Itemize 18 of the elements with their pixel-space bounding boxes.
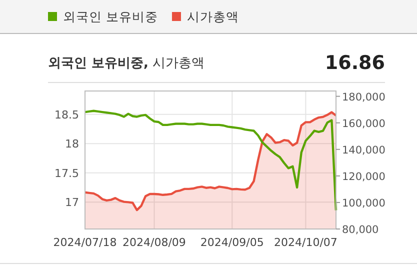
x-tick-label: 2024/07/18 [53, 236, 117, 249]
legend-label: 외국인 보유비중 [63, 9, 158, 24]
y-tick-label: 18 [65, 138, 79, 151]
y-tick-label: 17.5 [54, 166, 79, 180]
x-tick-label: 2024/08/09 [122, 236, 186, 249]
legend-label: 시가총액 [186, 9, 239, 24]
y2-tick-label: 140,000 [342, 144, 386, 156]
y2-tick-label: 180,000 [342, 91, 386, 104]
x-tick-label: 2024/09/05 [200, 236, 264, 249]
y2-tick-label: 120,000 [342, 170, 386, 183]
y2-tick-label: 100,000 [342, 197, 386, 210]
y-tick-label: 17 [65, 196, 79, 210]
y2-tick-label: 80,000 [342, 224, 379, 236]
chart-title: 외국인 보유비중, 시가총액 [48, 56, 205, 71]
text: 16.86 [324, 52, 385, 74]
y2-tick-label: 160,000 [342, 118, 386, 130]
x-tick-label: 2024/10/07 [274, 236, 338, 249]
y-tick-label: 18.5 [54, 108, 79, 122]
